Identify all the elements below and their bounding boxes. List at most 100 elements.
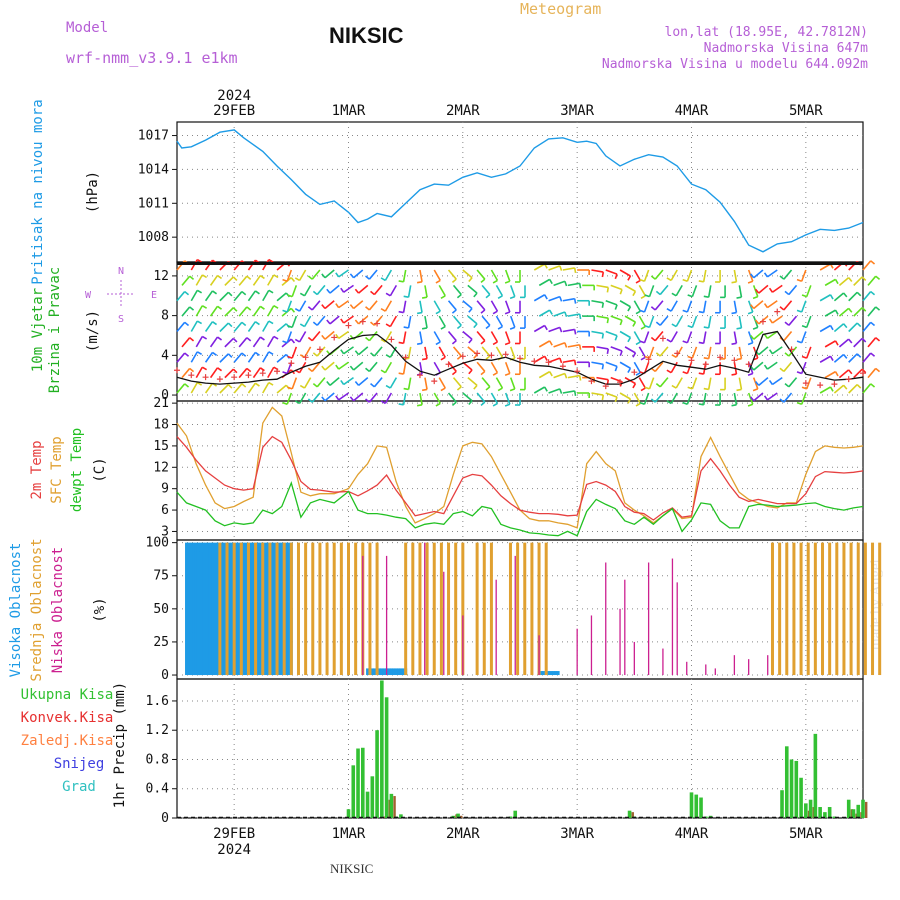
wind-gust-marker [445,361,452,368]
wind-barb-flag [287,294,293,298]
wind-barb [424,315,428,329]
wind-barb [329,377,340,386]
wind-gust-marker [402,354,409,361]
wind-barb [247,290,256,302]
high-cloud-bar [370,668,374,676]
mid-cloud-bar [296,542,300,676]
wind-barb [686,269,693,282]
wind-barb [252,367,261,379]
cloud-ylabel: Visoka Oblacnost [8,543,24,678]
wind-barb-flag [268,258,274,263]
wind-barb-flag [650,275,656,280]
wind-barb [591,269,604,273]
wind-barb [619,330,631,339]
wind-barb-flag [650,306,656,311]
wind-barb-flag [796,278,803,283]
high-cloud-bar [237,542,241,676]
mid-cloud-bar [375,542,379,676]
wind-barb-flag [232,368,238,374]
wind-barb [610,284,623,291]
panel-frame [176,400,864,541]
wind-barb-flag [640,325,646,330]
y-tick-label: 0 [161,388,169,403]
wind-barb-flag [349,304,355,309]
wind-barb-flag [763,364,769,370]
wind-barb [233,352,243,363]
mid-cloud-bar [239,542,243,676]
wind-barb [553,342,566,348]
wind-gust-marker [331,334,338,341]
wind-barb-flag [573,267,577,273]
wind-barb-flag [468,307,473,313]
precip-total-bar [808,799,813,818]
high-cloud-bar [263,542,267,676]
wind-barb [619,361,631,369]
mid-cloud-bar [770,542,774,676]
mid-cloud-bar [282,542,286,676]
wind-barb [462,392,473,402]
wind-barb [605,330,618,337]
y-tick-label: 100 [146,536,169,551]
wind-barb [738,285,743,298]
mid-cloud-bar [475,542,479,676]
y-tick-label: 6 [161,503,169,518]
wind-barb [481,377,491,388]
wind-barb-flag [543,294,548,300]
model-elevation-label: Nadmorska Visina u modelu 644.092m [601,57,868,72]
mid-cloud-bar [778,542,782,676]
wind-barb [209,275,219,286]
mid-cloud-bar [418,542,422,676]
wind-barb [738,377,743,390]
wind-barb-flag [321,365,326,371]
wind-barb [538,340,551,348]
wind-barb-flag [666,338,672,343]
wind-barb-flag [768,379,774,385]
wind-barb [462,269,473,279]
wind-barb-flag [861,337,867,343]
mid-cloud-bar [246,542,250,676]
wind-barb-flag [492,371,498,376]
wind-barb [324,300,335,310]
wind-barb-flag [246,275,252,281]
mid-cloud-bar [871,542,875,676]
wind-barb [654,300,664,311]
precip-total-bar [375,730,379,818]
wind-barb [219,353,229,363]
wind-barb-flag [784,290,790,296]
wind-barb-flag [747,403,754,407]
wind-barb [567,344,580,348]
wind-barb [407,315,412,329]
wind-barb-flag [201,274,208,279]
mid-cloud-bar [411,542,415,676]
wind-barb-flag [241,321,247,327]
wind-barb [262,351,270,363]
wind-barb-flag [601,394,605,401]
wind-barb-flag [784,352,790,357]
mid-cloud-bar [813,542,817,676]
wind-barb-flag [564,311,568,317]
high-cloud-bar [377,668,381,676]
precip-ylabel: 1hr Precip (mm) [112,682,128,808]
compass-north: N [118,266,124,277]
wind-barb-flag [768,287,774,293]
wind-barb-flag [639,278,645,283]
wind-barb-flag [451,340,457,345]
precip-total-bar [694,794,699,818]
wind-barb [303,284,312,297]
precip-total-bar [456,813,460,818]
wind-barb-flag [747,372,754,376]
wind-barb-flag [365,306,370,311]
wind-barb-flag [227,353,233,358]
mid-cloud-bar [332,542,336,676]
wind-barb [195,366,203,379]
wind-barb [353,361,364,371]
wind-barb [596,346,609,350]
wind-barb [252,275,261,286]
wind-barb [476,361,486,372]
bottom-date-label: 2MAR [446,826,480,842]
wind-barb [419,331,423,344]
wind-barb-flag [639,340,645,344]
high-cloud-bar [389,668,393,676]
wind-barb [862,352,872,363]
wind-barb-flag [842,384,848,390]
